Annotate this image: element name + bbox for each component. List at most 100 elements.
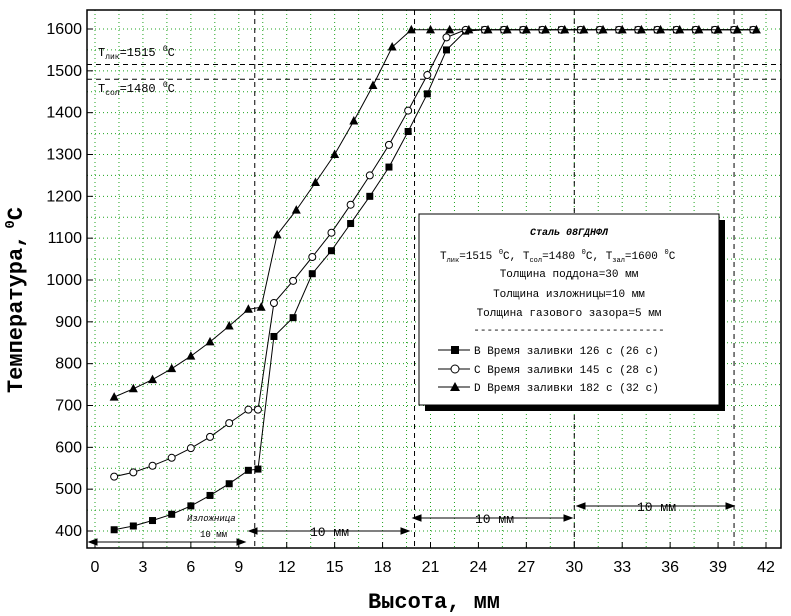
data-point-b — [187, 502, 195, 510]
data-point-d — [310, 177, 320, 187]
data-point-c — [404, 106, 413, 115]
legend: Сталь 08ГДНФЛ Tлик=1515 0C, Tсол=1480 0C… — [418, 213, 725, 411]
data-point-c — [244, 405, 253, 414]
data-point-b — [168, 510, 176, 518]
data-point-d — [224, 321, 234, 330]
x-tick-label: 39 — [709, 559, 727, 576]
data-point-c — [110, 472, 119, 481]
data-point-d — [148, 374, 158, 384]
data-point-b — [129, 522, 137, 530]
data-point-c — [327, 228, 336, 237]
y-axis-ticks: 400 500 600 700 800 900 1000 1100 1200 1300 1400 15… — [46, 21, 93, 540]
data-point-c — [225, 419, 234, 428]
x-tick-label: 27 — [517, 559, 535, 576]
data-point-d — [675, 24, 685, 34]
data-point-d — [732, 24, 742, 34]
data-point-b — [404, 127, 412, 135]
data-point-c — [167, 453, 176, 462]
data-point-d — [291, 205, 301, 214]
data-point-c — [423, 71, 432, 80]
y-tick-label: 1200 — [46, 188, 82, 205]
data-point-d — [541, 24, 551, 34]
data-point-b — [270, 332, 278, 340]
legend-marker-d — [450, 382, 460, 391]
data-point-d — [272, 229, 282, 239]
data-point-d — [598, 24, 608, 34]
data-point-d — [109, 392, 119, 401]
y-tick-label: 1000 — [46, 272, 82, 289]
x-tick-label: 12 — [278, 559, 296, 576]
mold-label: Изложница — [187, 514, 236, 524]
data-point-b — [347, 220, 355, 228]
data-point-d — [617, 24, 627, 34]
x-tick-label: 0 — [91, 559, 100, 576]
mold-dim-arrow — [87, 538, 247, 546]
data-point-b — [254, 465, 262, 473]
legend-entry-c-label: C Время заливки 145 с (28 с) — [474, 365, 659, 377]
data-point-b — [244, 466, 252, 474]
segment-3 — [575, 502, 736, 510]
legend-entry-d: D Время заливки 182 с (32 с) — [438, 382, 659, 395]
legend-entry-b: B Время заливки 126 с (26 с) — [438, 346, 659, 358]
data-point-d — [426, 24, 435, 34]
data-point-c — [206, 432, 215, 441]
data-point-d — [330, 149, 340, 158]
x-tick-label: 21 — [422, 559, 440, 576]
y-tick-label: 700 — [55, 398, 82, 415]
x-tick-label: 24 — [470, 559, 488, 576]
data-point-d — [128, 383, 138, 393]
series-layer — [109, 24, 761, 534]
data-point-d — [387, 41, 397, 51]
data-point-b — [327, 247, 335, 255]
y-tick-label: 400 — [55, 523, 82, 540]
data-point-d — [502, 24, 512, 34]
data-point-d — [636, 24, 646, 34]
data-point-d — [243, 304, 253, 313]
x-tick-label: 9 — [234, 559, 243, 576]
data-point-b — [442, 46, 450, 54]
data-point-c — [365, 171, 374, 180]
data-point-c — [253, 405, 262, 414]
data-point-c — [442, 33, 451, 42]
data-point-d — [256, 302, 266, 311]
data-point-b — [225, 480, 233, 488]
x-tick-label: 33 — [613, 559, 631, 576]
y-tick-label: 900 — [55, 314, 82, 331]
x-axis-title: Высота, мм — [368, 590, 500, 615]
data-point-b — [206, 491, 214, 499]
series-d — [109, 24, 761, 401]
data-point-c — [346, 200, 355, 209]
t-sol-label: Tсол=1480 0C — [98, 81, 175, 98]
data-point-d — [368, 80, 378, 89]
legend-entry-b-label: B Время заливки 126 с (26 с) — [474, 346, 659, 358]
x-tick-label: 36 — [661, 559, 679, 576]
data-point-d — [656, 24, 666, 34]
data-point-d — [579, 24, 589, 34]
data-point-d — [521, 24, 531, 34]
data-point-d — [445, 24, 455, 34]
x-tick-label: 3 — [138, 559, 147, 576]
y-tick-label: 1100 — [48, 230, 83, 247]
x-tick-label: 42 — [757, 559, 775, 576]
legend-line-2: Толщина изложницы=10 мм — [493, 289, 645, 301]
data-point-c — [269, 299, 278, 308]
data-point-b — [289, 314, 297, 322]
y-tick-label: 1500 — [46, 63, 82, 80]
x-tick-label: 18 — [374, 559, 392, 576]
y-axis-title: Температура,0C — [3, 207, 29, 393]
data-point-b — [149, 517, 157, 525]
data-point-d — [205, 336, 215, 346]
data-point-d — [406, 24, 416, 34]
segment-2-label: 10 мм — [475, 512, 514, 527]
data-point-d — [186, 351, 196, 360]
segment-1-label: 10 мм — [310, 525, 349, 540]
data-point-c — [384, 140, 393, 149]
legend-marker-c — [450, 364, 460, 374]
data-point-b — [308, 270, 316, 278]
data-point-d — [167, 363, 177, 373]
segment-2 — [411, 514, 574, 522]
data-point-d — [464, 24, 474, 34]
x-tick-label: 30 — [565, 559, 583, 576]
data-point-d — [560, 24, 570, 34]
